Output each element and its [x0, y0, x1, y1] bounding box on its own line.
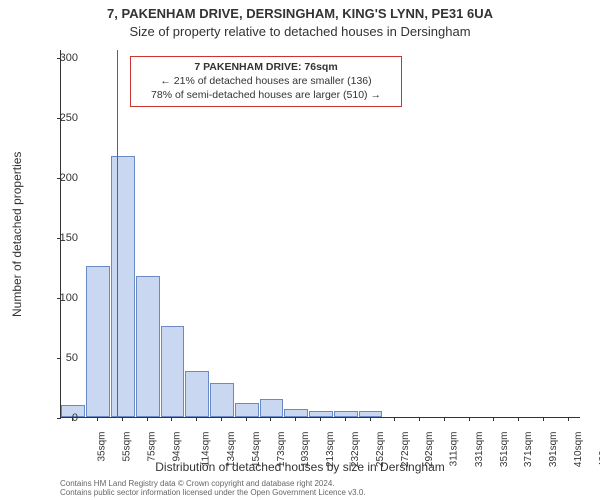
footer-line1: Contains HM Land Registry data © Crown c… [60, 479, 366, 488]
x-tick-label: 55sqm [122, 432, 133, 462]
x-tick-mark [345, 417, 346, 421]
chart-subtitle: Size of property relative to detached ho… [0, 24, 600, 39]
x-axis-label: Distribution of detached houses by size … [0, 460, 600, 474]
x-tick-mark [568, 417, 569, 421]
y-tick-mark [57, 58, 61, 59]
chart-title-address: 7, PAKENHAM DRIVE, DERSINGHAM, KING'S LY… [0, 6, 600, 21]
annotation-line3: 78% of semi-detached houses are larger (… [137, 88, 395, 102]
x-tick-mark [444, 417, 445, 421]
x-tick-mark [543, 417, 544, 421]
x-tick-mark [469, 417, 470, 421]
y-tick-mark [57, 178, 61, 179]
histogram-bar [161, 326, 185, 417]
footer-attribution: Contains HM Land Registry data © Crown c… [60, 479, 366, 497]
x-tick-mark [122, 417, 123, 421]
histogram-bar [260, 399, 284, 417]
histogram-bar [111, 156, 135, 417]
histogram-bar [334, 411, 358, 417]
y-tick-mark [57, 358, 61, 359]
x-tick-label: 35sqm [97, 432, 108, 462]
marker-line [117, 50, 118, 418]
x-tick-mark [493, 417, 494, 421]
footer-line2: Contains public sector information licen… [60, 488, 366, 497]
x-tick-mark [147, 417, 148, 421]
x-tick-mark [295, 417, 296, 421]
y-tick-label: 100 [48, 292, 78, 304]
histogram-bar [185, 371, 209, 417]
y-tick-label: 50 [48, 352, 78, 364]
annotation-line1: 7 PAKENHAM DRIVE: 76sqm [137, 60, 395, 74]
x-tick-mark [320, 417, 321, 421]
histogram-bar [86, 266, 110, 417]
y-tick-label: 0 [48, 412, 78, 424]
x-tick-mark [221, 417, 222, 421]
y-tick-mark [57, 118, 61, 119]
y-tick-label: 200 [48, 172, 78, 184]
x-tick-mark [394, 417, 395, 421]
x-tick-mark [196, 417, 197, 421]
y-tick-label: 150 [48, 232, 78, 244]
histogram-bar [284, 409, 308, 417]
histogram-bar [235, 403, 259, 417]
x-tick-mark [72, 417, 73, 421]
x-tick-mark [171, 417, 172, 421]
y-tick-label: 300 [48, 52, 78, 64]
y-tick-mark [57, 298, 61, 299]
x-tick-mark [518, 417, 519, 421]
x-tick-mark [370, 417, 371, 421]
y-tick-mark [57, 238, 61, 239]
annotation-box: 7 PAKENHAM DRIVE: 76sqm ← 21% of detache… [130, 56, 402, 107]
x-tick-mark [97, 417, 98, 421]
x-tick-mark [246, 417, 247, 421]
y-tick-label: 250 [48, 112, 78, 124]
y-axis-label: Number of detached properties [10, 151, 24, 316]
histogram-bar [210, 383, 234, 417]
x-tick-mark [419, 417, 420, 421]
x-tick-label: 75sqm [146, 432, 157, 462]
x-tick-label: 94sqm [171, 432, 182, 462]
y-tick-mark [57, 418, 61, 419]
x-tick-mark [270, 417, 271, 421]
chart-container: 7, PAKENHAM DRIVE, DERSINGHAM, KING'S LY… [0, 0, 600, 500]
annotation-line2: ← 21% of detached houses are smaller (13… [137, 74, 395, 88]
histogram-bar [136, 276, 160, 417]
